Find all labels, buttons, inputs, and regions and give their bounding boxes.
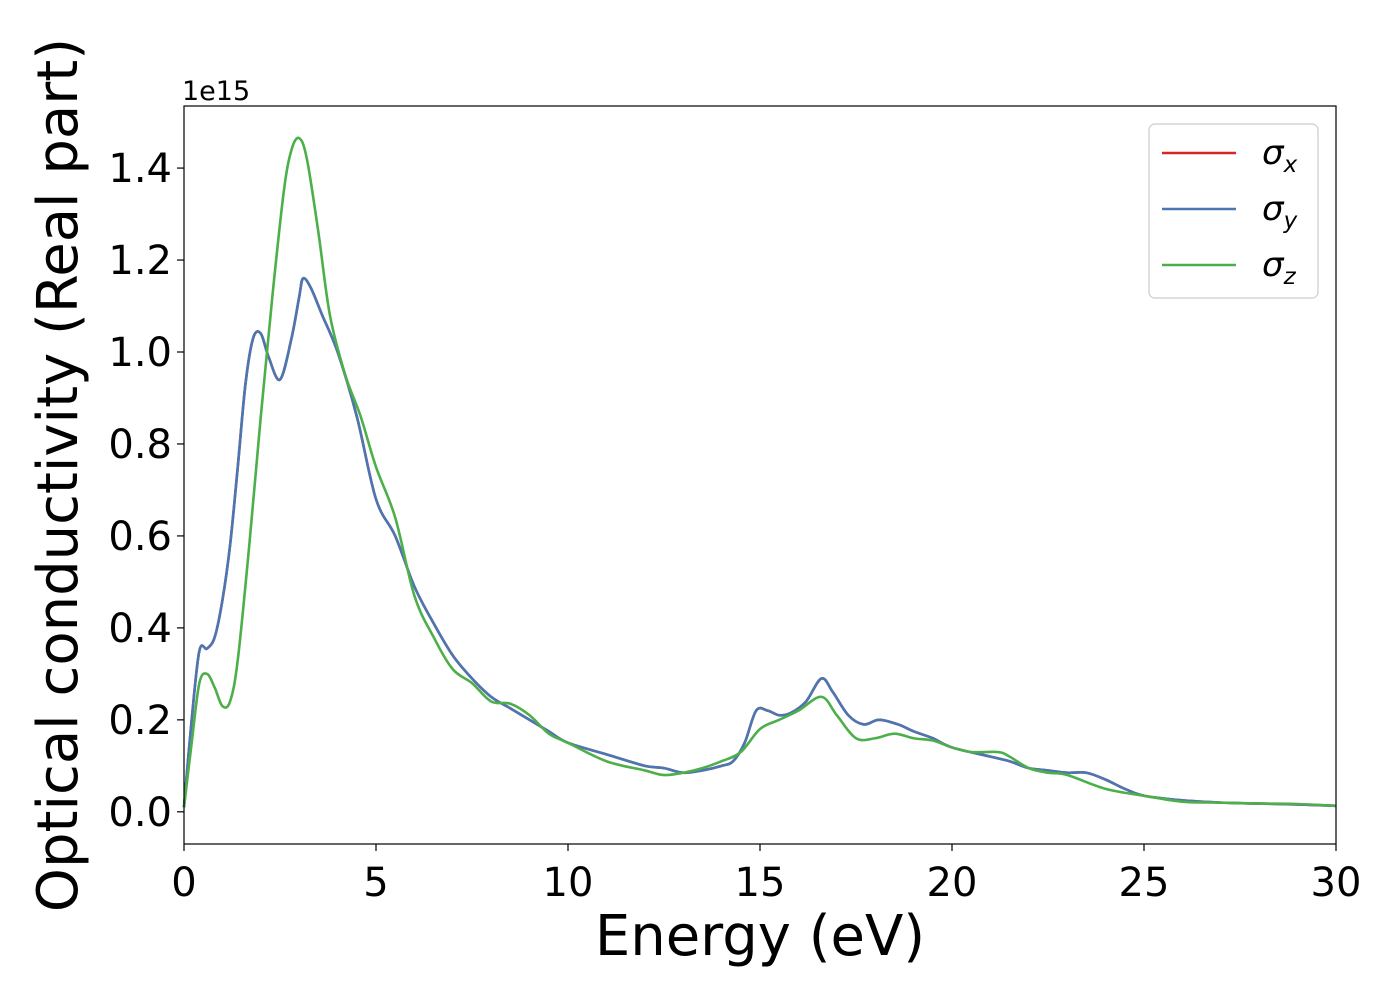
x-tick-label: 20 (927, 860, 978, 906)
legend-symbol: σ (1262, 133, 1285, 173)
legend-subscript: x (1283, 152, 1298, 178)
y-tick-label: 1.2 (108, 238, 172, 284)
legend-label-y: σy (1262, 189, 1298, 234)
x-tick-label: 15 (735, 860, 786, 906)
x-axis-ticks: 0 5 10 15 20 25 30 (171, 844, 1361, 906)
series-line-z (182, 136, 1337, 808)
x-tick-label: 30 (1311, 860, 1362, 906)
y-tick-label: 1.4 (108, 146, 172, 192)
y-tick-label: 0.4 (108, 606, 172, 652)
y-offset-label: 1e15 (182, 76, 250, 107)
legend-symbol: σ (1262, 189, 1285, 229)
legend-symbol: σ (1262, 245, 1285, 285)
series-layer (182, 136, 1337, 808)
x-tick-label: 25 (1119, 860, 1170, 906)
y-tick-label: 1.0 (108, 330, 172, 376)
x-tick-label: 5 (363, 860, 388, 906)
x-tick-label: 10 (543, 860, 594, 906)
legend-label-z: σz (1262, 245, 1297, 290)
y-axis-title: Optical conductivity (Real part) (26, 38, 91, 912)
legend-subscript: z (1283, 264, 1297, 290)
y-tick-label: 0.8 (108, 422, 172, 468)
y-axis-ticks: 0.0 0.2 0.4 0.6 0.8 1.0 1.2 1.4 (108, 146, 184, 836)
legend-box (1148, 123, 1319, 299)
y-tick-label: 0.2 (108, 698, 172, 744)
x-tick-label: 0 (171, 860, 196, 906)
legend-subscript: y (1283, 208, 1298, 234)
legend-label-x: σx (1262, 133, 1298, 178)
y-tick-label: 0.6 (108, 514, 172, 560)
y-tick-label: 0.0 (108, 790, 172, 836)
x-axis-title: Energy (eV) (595, 904, 925, 969)
